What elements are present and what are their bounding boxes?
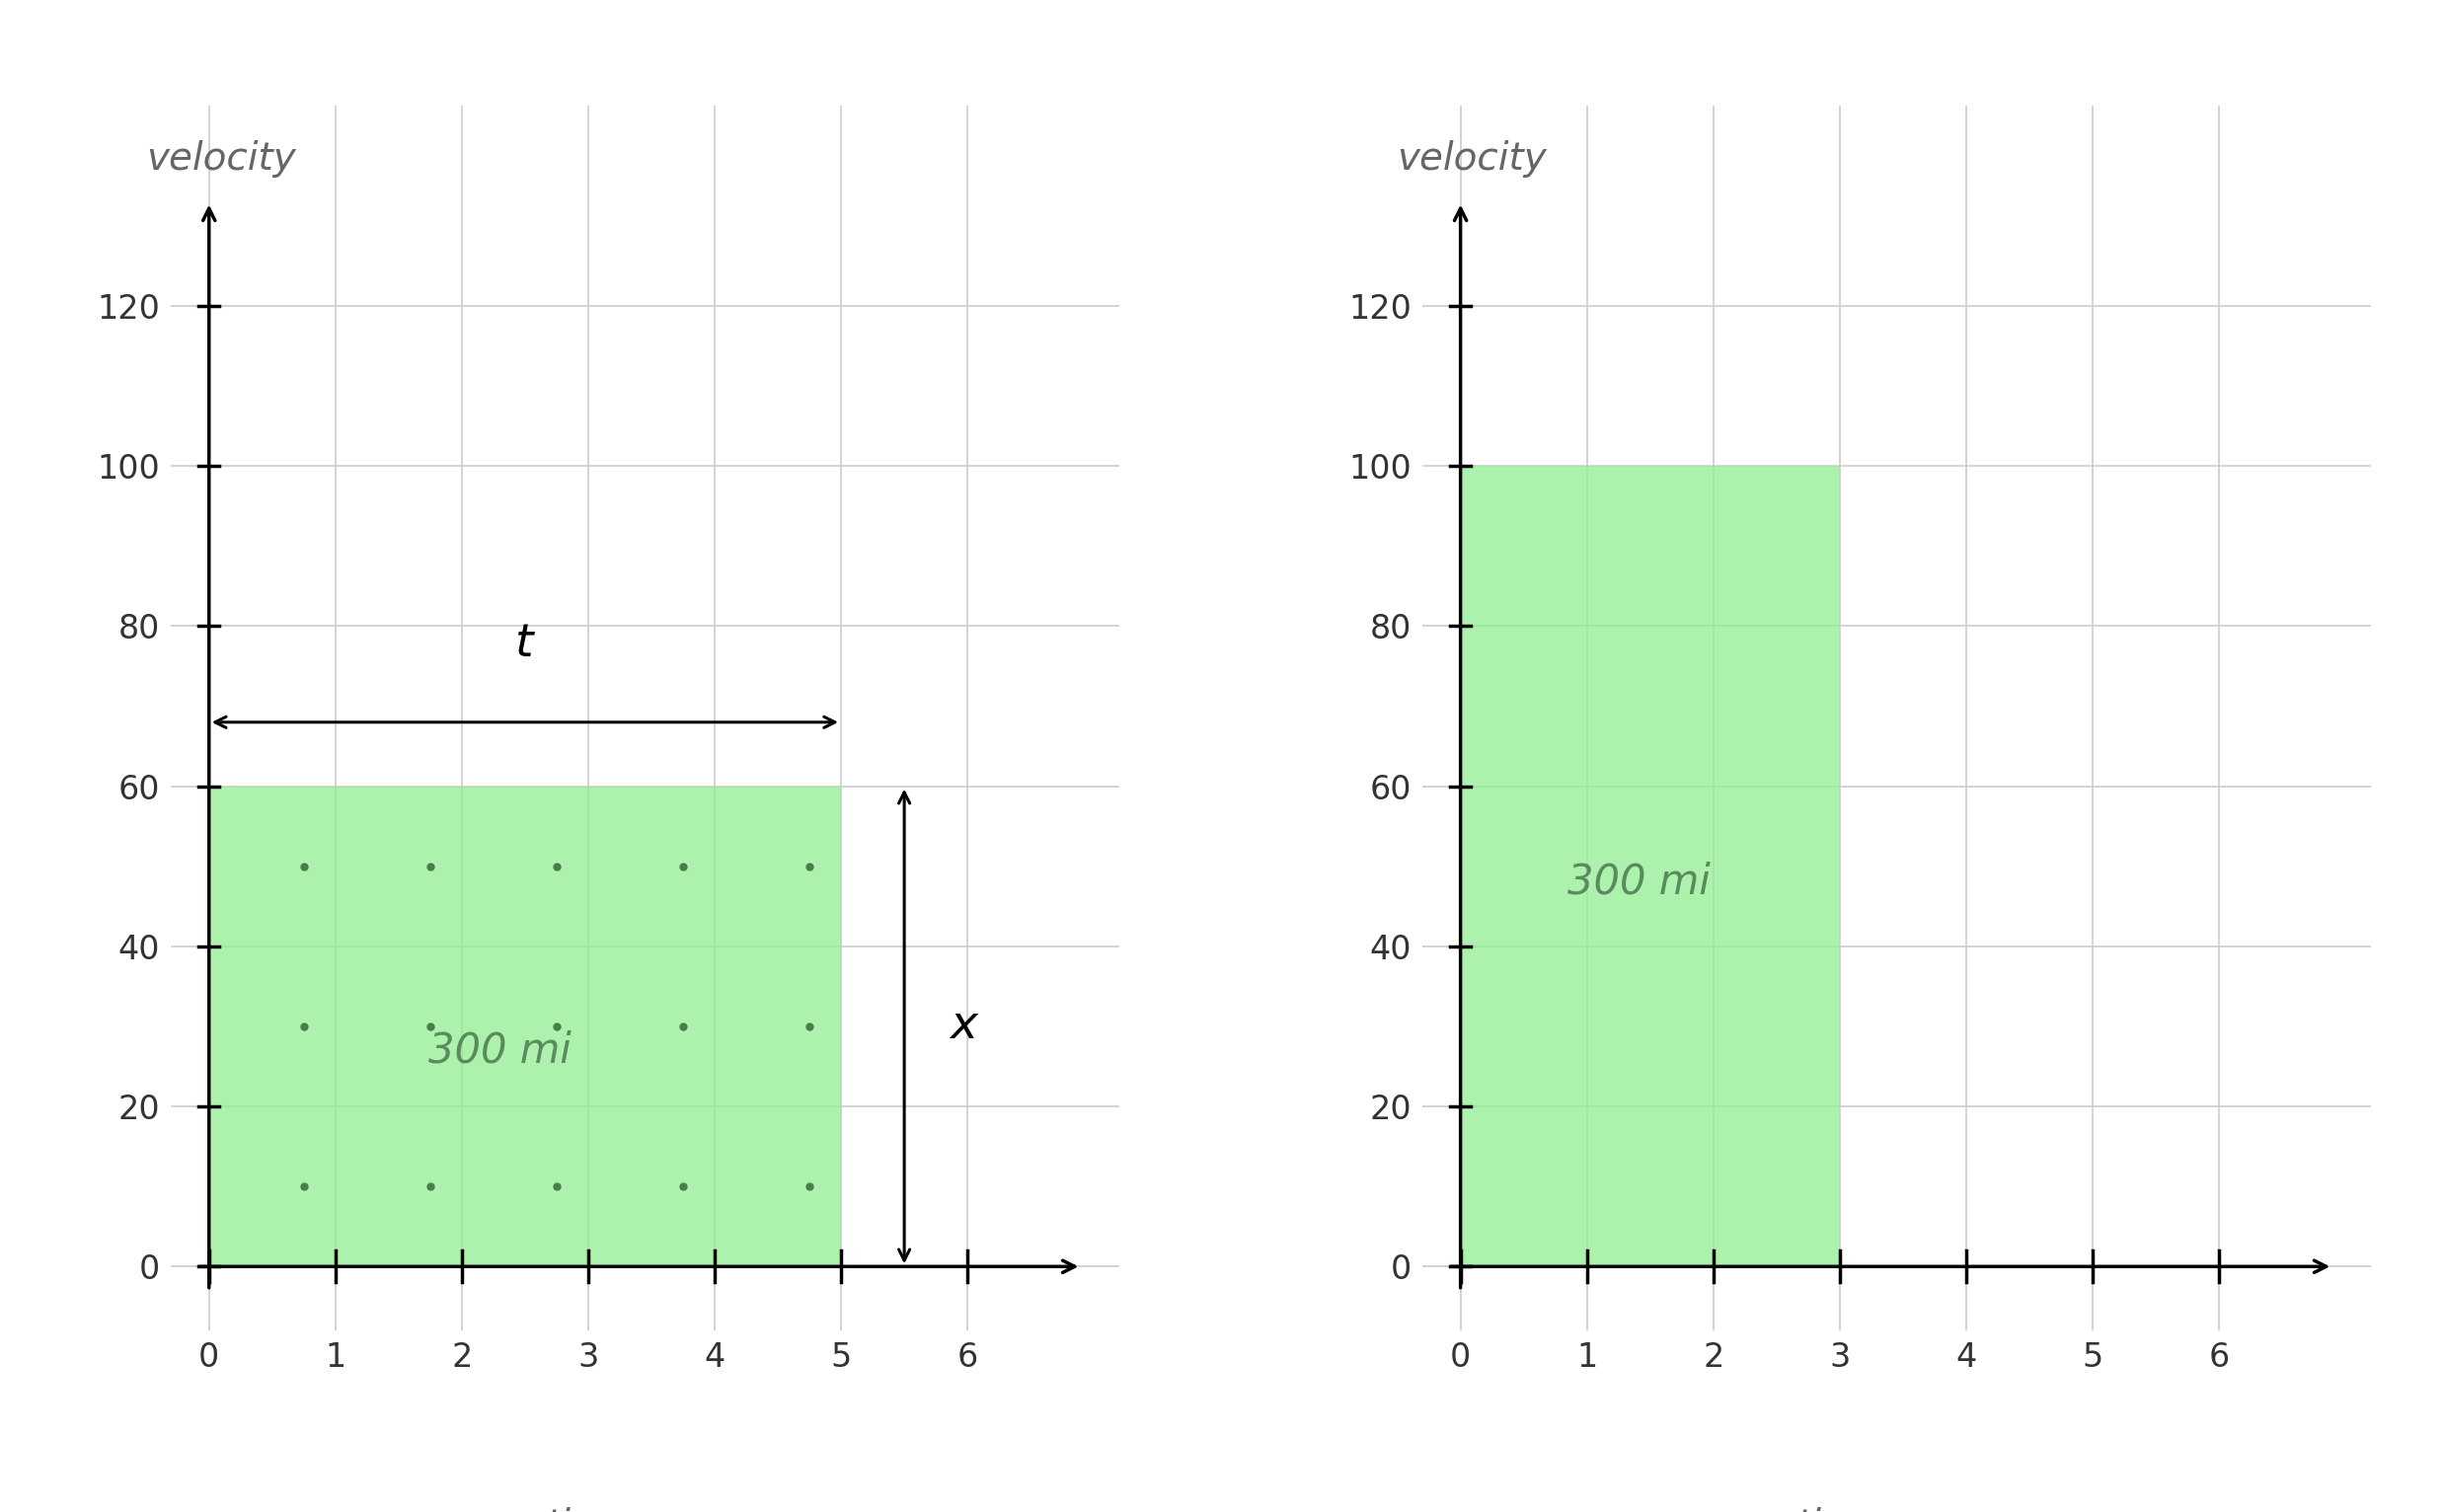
Text: 300 mi: 300 mi xyxy=(1569,862,1711,903)
Bar xyxy=(1462,466,1840,1267)
Text: 300 mi: 300 mi xyxy=(428,1030,572,1070)
Text: velocity: velocity xyxy=(1398,141,1547,178)
Text: $x$: $x$ xyxy=(948,1004,980,1049)
Text: $t$: $t$ xyxy=(513,621,535,667)
Bar xyxy=(210,786,841,1267)
Text: time: time xyxy=(1796,1506,1882,1512)
Text: time: time xyxy=(545,1506,631,1512)
Text: velocity: velocity xyxy=(147,141,296,178)
